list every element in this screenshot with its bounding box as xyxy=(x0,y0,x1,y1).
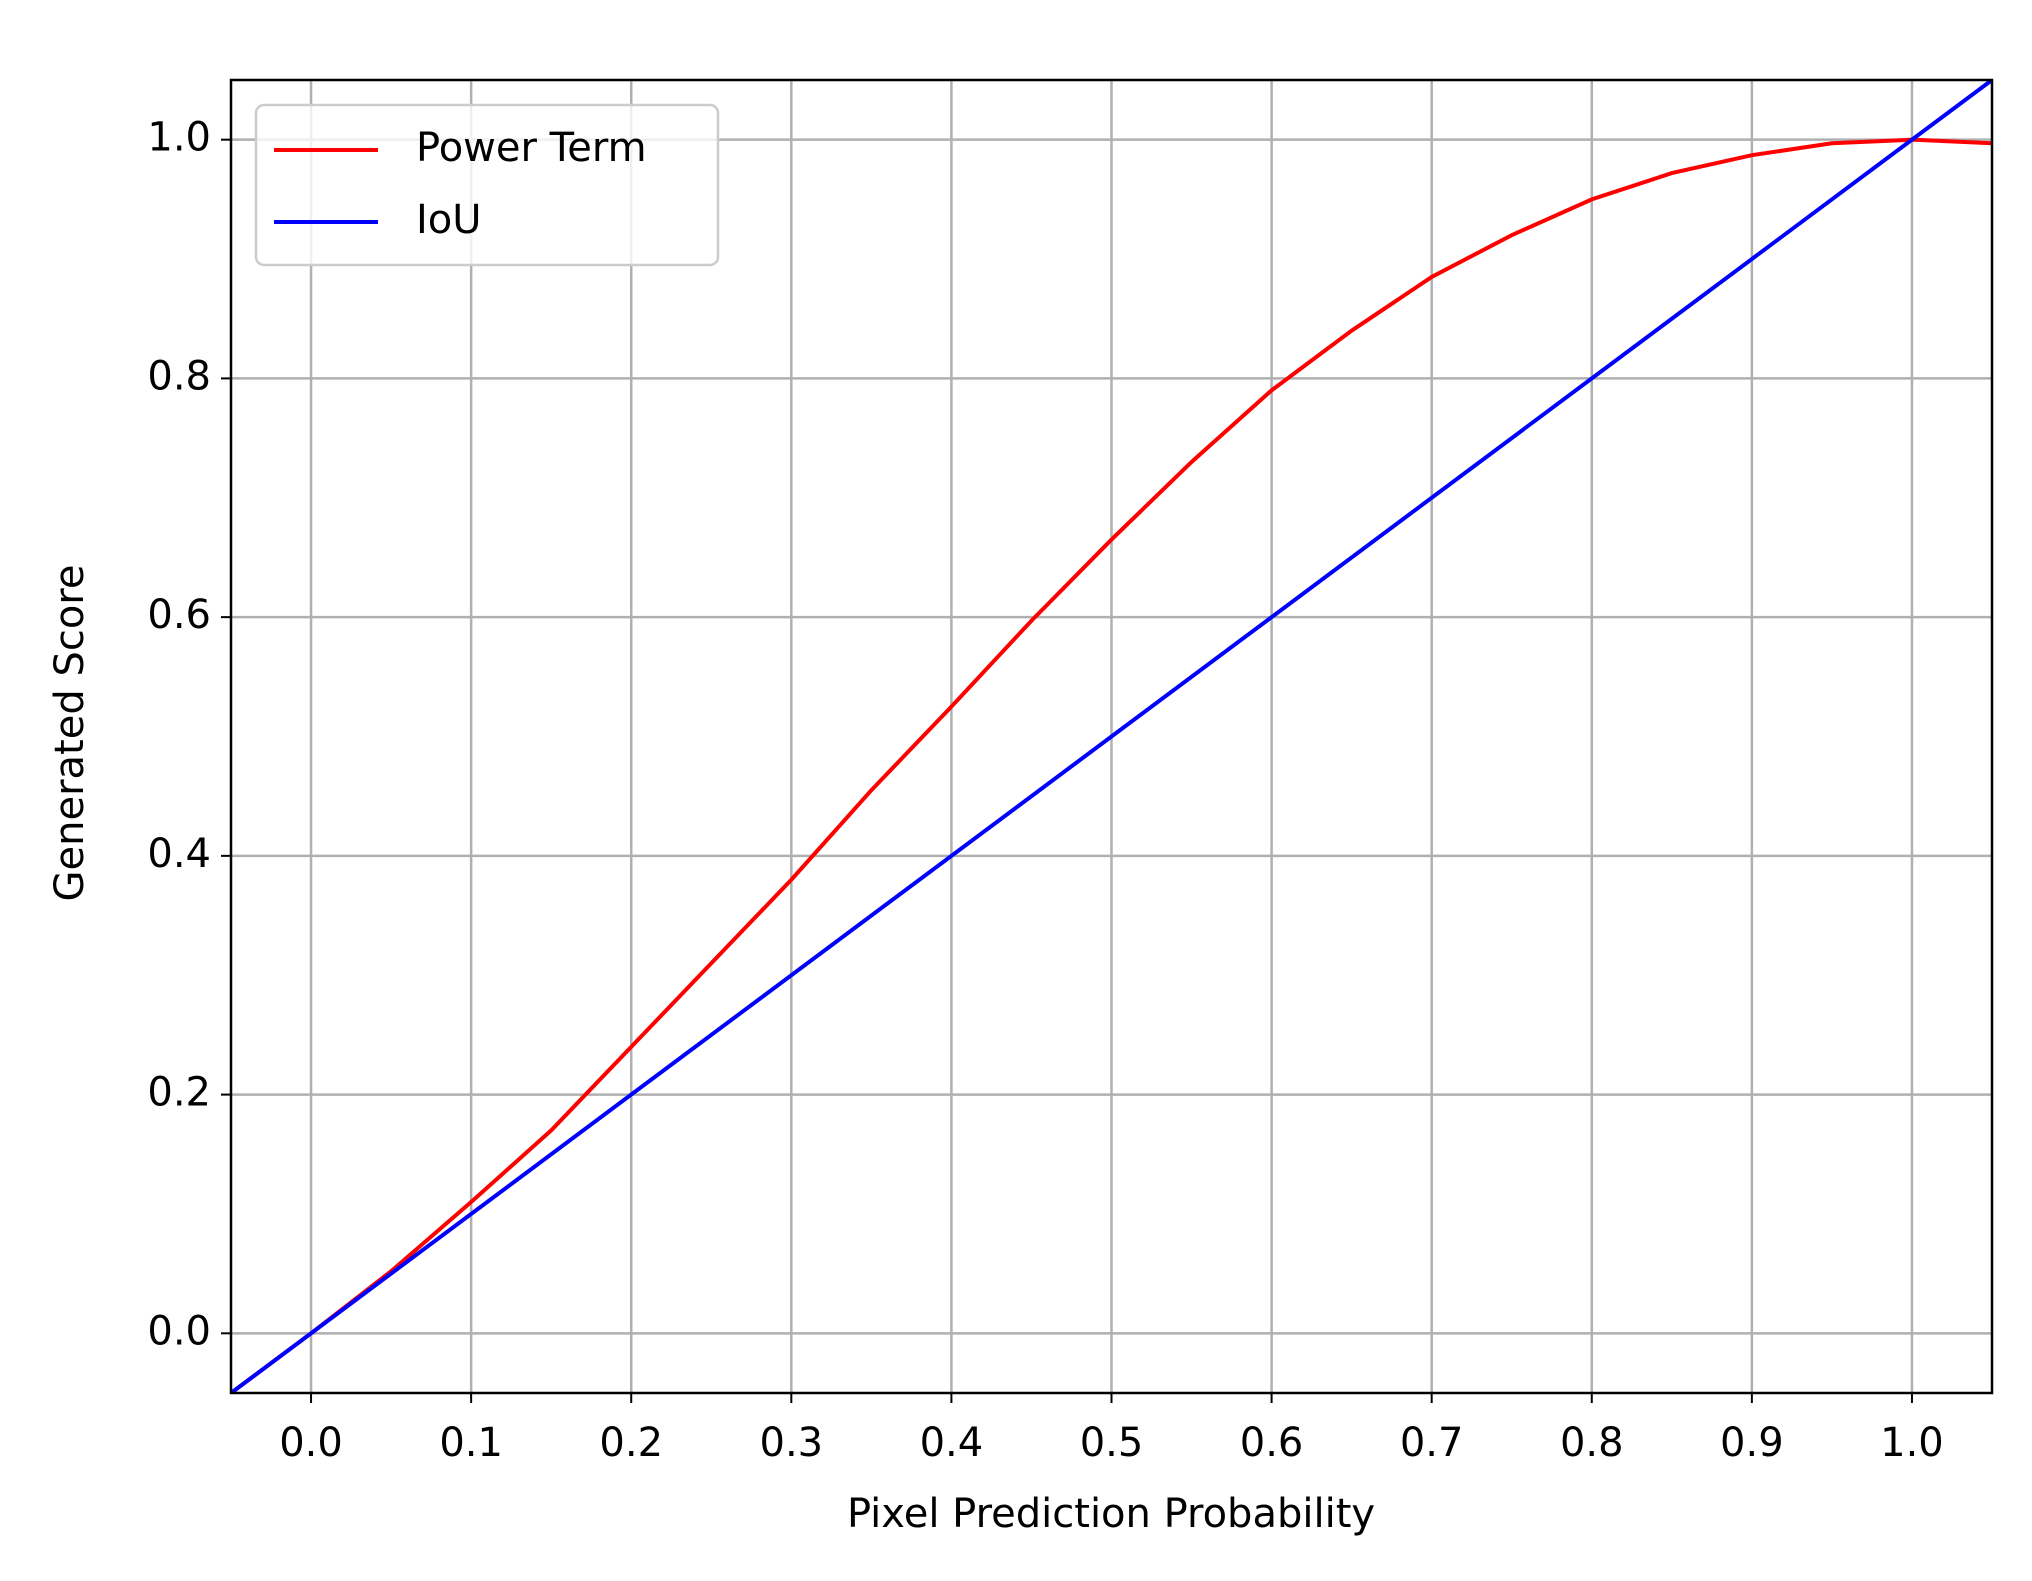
x-axis-label: Pixel Prediction Probability xyxy=(847,1491,1375,1537)
y-tick-label: 0.0 xyxy=(147,1308,211,1354)
x-tick-label: 0.0 xyxy=(279,1420,343,1466)
x-tick-label: 0.9 xyxy=(1720,1420,1784,1466)
x-tick-label: 0.7 xyxy=(1400,1420,1464,1466)
legend-label: Power Term xyxy=(416,125,647,171)
legend-label: IoU xyxy=(416,197,482,243)
x-tick-label: 0.5 xyxy=(1080,1420,1144,1466)
x-tick-label: 0.4 xyxy=(920,1420,984,1466)
x-tick-label: 0.3 xyxy=(760,1420,824,1466)
data-line xyxy=(231,137,1992,1393)
x-tick-label: 0.8 xyxy=(1560,1420,1624,1466)
y-tick-label: 0.8 xyxy=(147,353,211,399)
legend: Power Term IoU xyxy=(254,103,720,267)
y-tick-label: 0.4 xyxy=(147,831,211,877)
x-tick-label: 0.1 xyxy=(439,1420,503,1466)
plot-frame xyxy=(229,78,1994,1395)
y-tick-label: 0.6 xyxy=(147,592,211,638)
y-axis-label: Generated Score xyxy=(47,565,93,902)
x-tick-label: 0.2 xyxy=(599,1420,663,1466)
x-tick-label: 1.0 xyxy=(1880,1420,1944,1466)
data-line xyxy=(231,80,1992,1393)
y-tick-label: 1.0 xyxy=(147,115,211,161)
legend-box xyxy=(254,103,720,267)
y-tick-label: 0.2 xyxy=(147,1070,211,1116)
x-tick-label: 0.6 xyxy=(1240,1420,1304,1466)
